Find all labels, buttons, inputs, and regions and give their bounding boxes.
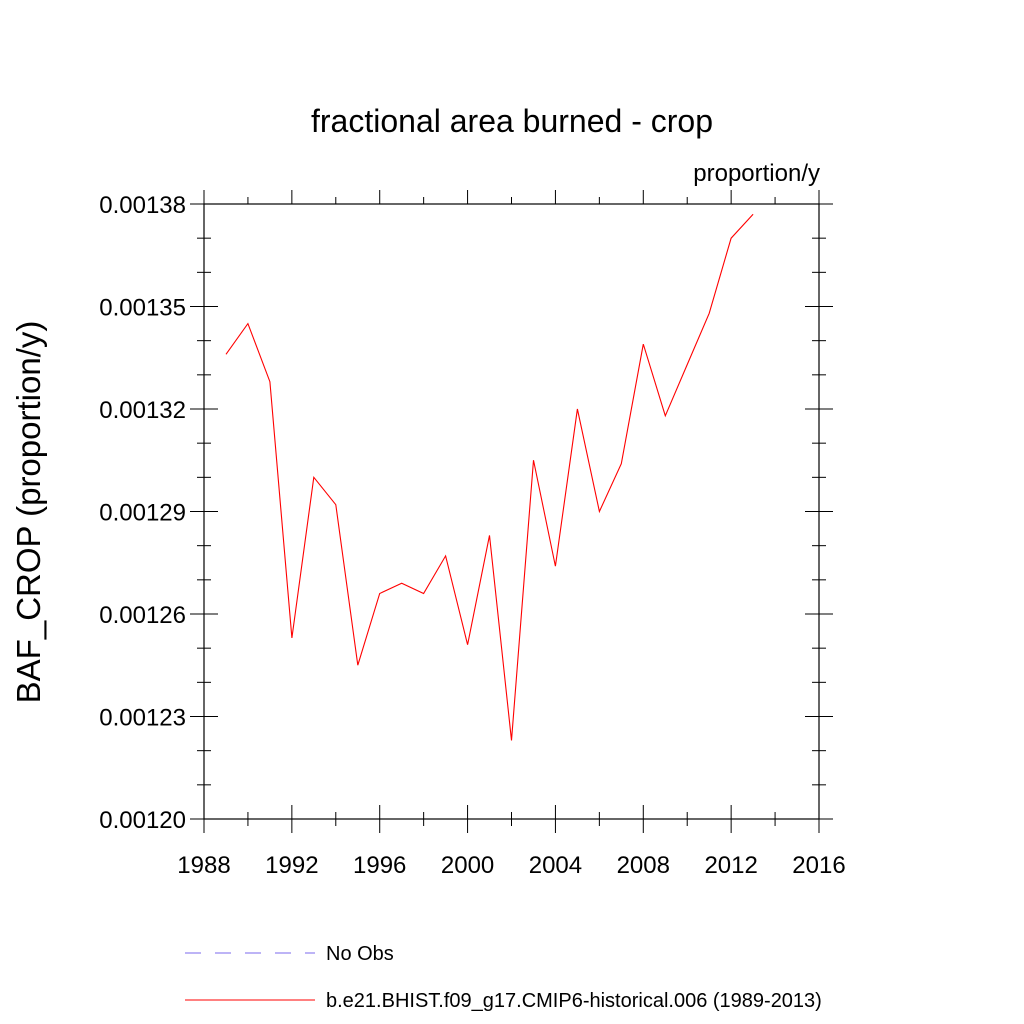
plot-frame [203,203,820,820]
x-tick-label: 1996 [353,852,406,879]
x-tick-label: 2016 [792,852,845,879]
y-tick-label: 0.00129 [99,500,186,527]
x-tick-label: 2004 [529,852,582,879]
y-tick-label: 0.00138 [99,192,186,219]
x-tick-label: 2000 [441,852,494,879]
x-tick-label: 1992 [265,852,318,879]
x-tick-label: 1988 [177,852,230,879]
x-tick-labels: 1988 1992 1996 2000 2004 2008 2012 2016 [177,852,845,879]
legend-label-1: b.e21.BHIST.f09_g17.CMIP6-historical.006… [326,990,822,1012]
chart-title: fractional area burned - crop [311,103,713,139]
x-tick-label: 2012 [704,852,757,879]
axis-ticks [190,190,833,833]
x-tick-label: 2008 [617,852,670,879]
y-tick-label: 0.00126 [99,602,186,629]
series-group [225,213,754,741]
y-tick-label: 0.00120 [99,807,186,834]
units-label: proportion/y [693,160,820,187]
y-tick-label: 0.00132 [99,397,186,424]
y-tick-labels: 0.00120 0.00123 0.00126 0.00129 0.00132 0.001… [99,192,186,834]
y-axis-label: BAF_CROP (proportion/y) [10,321,47,704]
legend-label-0: No Obs [326,943,394,965]
legend: No Obs b.e21.BHIST.f09_g17.CMIP6-histori… [185,943,822,1012]
y-tick-label: 0.00123 [99,705,186,732]
series-line-0 [225,213,754,741]
y-tick-label: 0.00135 [99,295,186,322]
